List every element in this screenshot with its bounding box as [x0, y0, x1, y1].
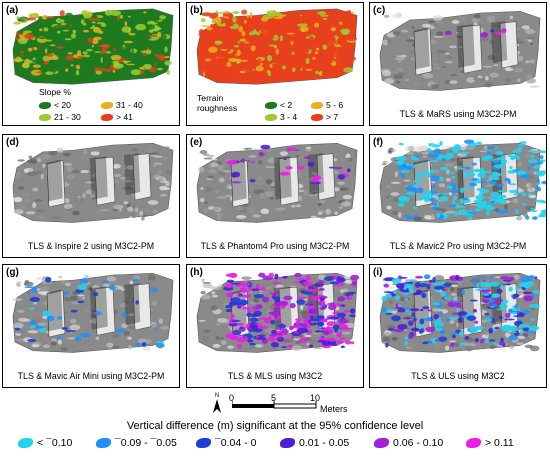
panel-label: (a): [6, 5, 19, 16]
roughness-legend-item: 5 - 6: [311, 100, 343, 110]
panel-a: (a) Slope % < 20 31 - 40 21 - 30 > 41: [2, 2, 180, 126]
difference-legend-item: < ¯0.10: [18, 437, 72, 449]
panel-h: (h) TLS & MLS using M3C2: [186, 264, 364, 388]
difference-legend-item: ¯0.04 - 0: [196, 437, 256, 449]
panel-c: (c) TLS & MaRS using M3C2-PM: [369, 2, 547, 126]
panel-caption: TLS & MaRS using M3C2-PM: [399, 109, 517, 119]
difference-map-f: [379, 139, 546, 223]
panel-caption: TLS & ULS using M3C2: [411, 371, 505, 381]
roughness-legend-item: 3 - 4: [265, 112, 297, 122]
difference-map-g: [12, 273, 174, 353]
panel-label: (h): [190, 267, 203, 278]
panel-caption: TLS & Mavic2 Pro using M3C2-PM: [389, 241, 527, 251]
scale-tick: 0: [229, 393, 235, 403]
roughness-legend-item: > 7: [311, 112, 338, 122]
panel-caption: TLS & Mavic Air Mini using M3C2-PM: [17, 371, 165, 381]
slope-legend-item: < 20: [39, 100, 71, 110]
panel-d: (d) TLS & Inspire 2 using M3C2-PM: [2, 134, 180, 258]
north-label: N: [214, 393, 220, 399]
panel-caption: TLS & MLS using M3C2: [227, 371, 323, 381]
difference-map-c: [379, 11, 541, 91]
difference-legend-item: ¯0.09 - ¯0.05: [96, 437, 177, 449]
slope-legend-item: > 41: [101, 112, 133, 122]
scale-unit: Meters: [320, 404, 348, 414]
roughness-map: [196, 8, 358, 85]
panel-f: (f) TLS & Mavic2 Pro using M3C2-PM: [369, 134, 547, 258]
roughness-legend-title: Terrain roughness: [197, 93, 238, 113]
difference-legend-item: 0.01 - 0.05: [280, 437, 349, 449]
difference-map-e: [196, 143, 358, 223]
difference-map-h: [196, 272, 360, 353]
scale-tick: 10: [310, 393, 321, 403]
slope-legend-item: 31 - 40: [101, 100, 143, 110]
panel-caption: TLS & Inspire 2 using M3C2-PM: [27, 241, 155, 251]
north-arrow-icon: N: [211, 393, 223, 415]
slope-map: [12, 8, 174, 85]
panel-label: (c): [373, 5, 386, 16]
scale-bar: [232, 401, 317, 409]
panel-caption: TLS & Phantom4 Pro using M3C2-PM: [200, 241, 350, 251]
panel-label: (b): [190, 5, 203, 16]
slope-legend-title: Slope %: [39, 87, 72, 97]
panel-label: (i): [373, 267, 383, 278]
panel-label: (f): [373, 137, 383, 148]
difference-map-i: [379, 273, 541, 353]
panel-g: (g) TLS & Mavic Air Mini using M3C2-PM: [2, 264, 180, 388]
panel-label: (g): [6, 267, 19, 278]
difference-legend-item: > 0.11: [466, 437, 514, 449]
difference-legend-title: Vertical difference (m) significant at t…: [126, 420, 424, 432]
difference-legend: < ¯0.10 ¯0.09 - ¯0.05 ¯0.04 - 0 0.01 - 0…: [0, 437, 550, 453]
slope-legend-item: 21 - 30: [39, 112, 81, 122]
panel-label: (d): [6, 137, 19, 148]
difference-map-d: [12, 143, 174, 223]
roughness-legend-item: < 2: [265, 100, 292, 110]
panel-label: (e): [190, 137, 203, 148]
scale-tick: 5: [271, 393, 277, 403]
panel-e: (e) TLS & Phantom4 Pro using M3C2-PM: [186, 134, 364, 258]
difference-legend-item: 0.06 - 0.10: [374, 437, 443, 449]
panel-b: (b) Terrain roughness < 2 5 - 6 3 - 4 > …: [186, 2, 364, 126]
panel-i: (i) TLS & ULS using M3C2: [369, 264, 547, 388]
